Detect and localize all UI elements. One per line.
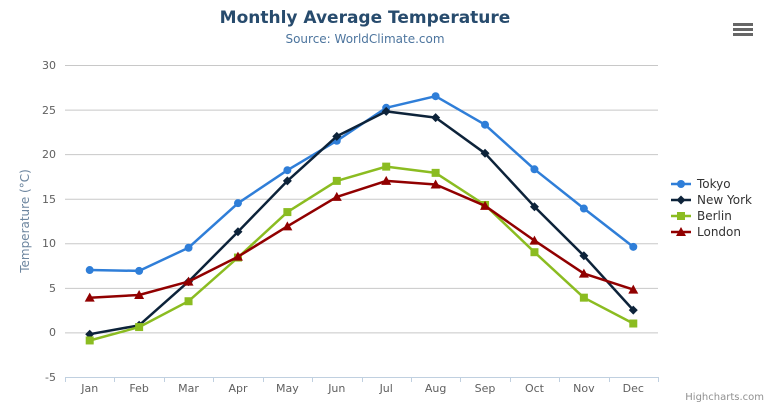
chart-title: Monthly Average Temperature [219,8,511,28]
data-point-berlin[interactable] [135,323,144,332]
data-point-berlin[interactable] [431,168,440,177]
data-point-london[interactable] [282,221,293,231]
data-point-london[interactable] [183,276,194,286]
y-axis-label: 15 [42,192,56,206]
x-axis-label: Jan [81,382,99,395]
data-point-london[interactable] [381,175,392,185]
data-point-london[interactable] [578,268,589,278]
legend-item-berlin[interactable]: Berlin [670,208,752,224]
x-axis-label: Nov [573,382,595,395]
data-point-tokyo[interactable] [85,266,94,275]
data-point-tokyo[interactable] [481,120,490,129]
x-axis-label: Oct [524,382,544,395]
data-point-new-york[interactable] [332,131,342,141]
data-point-tokyo[interactable] [283,166,292,175]
series-line-tokyo [88,94,635,273]
legend-triangle-icon [671,227,691,236]
data-point-tokyo[interactable] [184,243,193,252]
data-point-london[interactable] [84,292,95,302]
data-point-new-york[interactable] [480,148,490,158]
legend-marker [677,212,685,220]
x-axis-label: Jul [379,382,393,395]
legend-item-tokyo[interactable]: Tokyo [670,176,752,192]
legend-marker [677,180,685,188]
x-axis-label: Mar [178,382,199,395]
legend-item-london[interactable]: London [670,224,752,240]
data-point-tokyo[interactable] [629,242,638,251]
data-point-berlin[interactable] [85,336,94,345]
data-point-berlin[interactable] [530,248,539,257]
legend-item-new-york[interactable]: New York [670,192,752,208]
x-axis-label: Dec [622,382,644,395]
data-point-new-york[interactable] [282,176,292,186]
y-axis-label: 30 [42,59,56,72]
data-point-berlin[interactable] [184,297,193,306]
credits-link[interactable]: Highcharts.com [685,392,764,403]
data-point-london[interactable] [430,179,441,189]
y-axis-label: 10 [42,237,56,251]
x-axis-label: Jun [328,382,346,395]
data-point-new-york[interactable] [579,251,589,261]
legend-marker [676,227,686,236]
legend: Tokyo New York Berlin London [670,176,752,240]
legend-label: Berlin [697,209,732,223]
legend-label: New York [697,193,752,207]
data-point-berlin[interactable] [579,293,588,302]
x-axis-label: Aug [424,382,447,395]
legend-square-icon [671,212,691,220]
series-line-berlin [88,165,635,342]
data-point-london[interactable] [480,200,491,210]
x-axis-label: May [276,382,299,395]
data-point-berlin[interactable] [283,208,292,217]
data-point-berlin[interactable] [382,162,391,171]
y-axis-label: 5 [49,281,56,295]
x-axis-label: Apr [228,382,248,395]
data-point-new-york[interactable] [381,106,391,116]
data-point-tokyo[interactable] [233,199,242,208]
series-line-new-york [88,110,635,336]
y-axis-label: 25 [42,103,56,117]
export-menu-button[interactable] [729,20,756,42]
series-line-london [88,179,635,299]
y-axis-label: -5 [45,371,56,384]
legend-diamond-icon [671,195,691,205]
data-point-london[interactable] [331,191,342,201]
y-axis-label: 20 [42,148,56,162]
data-point-new-york[interactable] [233,227,243,237]
data-point-new-york[interactable] [529,202,539,212]
data-point-tokyo[interactable] [431,92,440,101]
data-point-new-york[interactable] [431,113,441,123]
y-axis-title: Temperature (°C) [18,169,32,273]
legend-label: London [697,225,741,239]
data-point-berlin[interactable] [332,176,341,185]
legend-marker [676,195,686,205]
data-point-london[interactable] [529,235,540,245]
legend-label: Tokyo [697,177,731,191]
data-point-london[interactable] [134,289,145,299]
x-axis-label: Sep [474,382,496,395]
data-point-tokyo[interactable] [135,266,144,275]
y-axis-label: 0 [49,326,56,340]
data-point-tokyo[interactable] [579,204,588,213]
chart-subtitle: Source: WorldClimate.com [285,32,445,46]
data-point-tokyo[interactable] [530,165,539,174]
legend-circle-icon [671,180,691,188]
data-point-berlin[interactable] [629,319,638,328]
data-point-london[interactable] [232,251,243,261]
x-axis-label: Feb [129,382,149,395]
data-point-london[interactable] [628,284,639,294]
data-point-new-york[interactable] [628,305,638,315]
